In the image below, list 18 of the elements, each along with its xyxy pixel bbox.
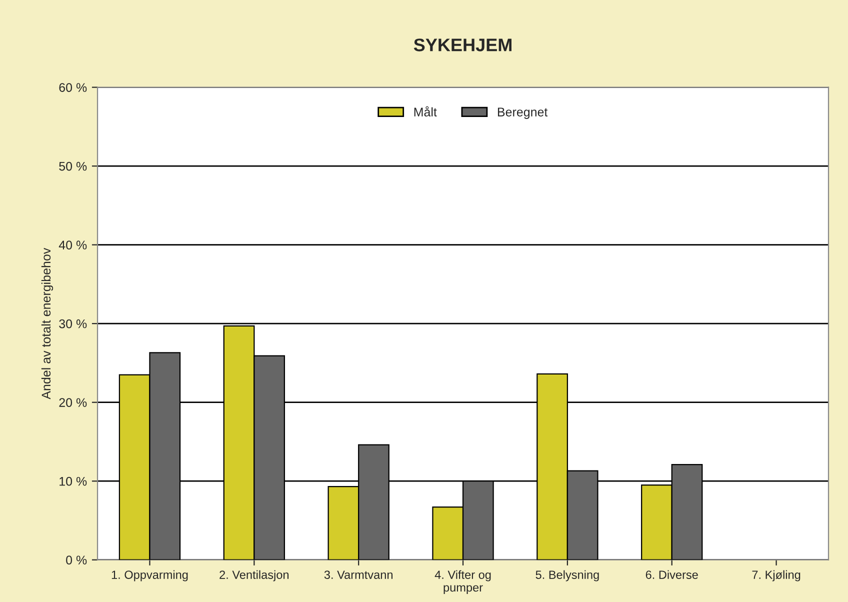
y-tick-label: 30 % (59, 319, 87, 328)
legend-label: Målt (414, 106, 437, 116)
x-tick-label: 6. Diverse (646, 570, 698, 579)
y-tick-label: 0 % (66, 556, 87, 565)
x-tick-label: 1. Oppvarming (112, 570, 188, 582)
y-tick-label: 50 % (59, 162, 87, 171)
chart-title: SYKEHJEM (414, 38, 512, 52)
y-tick-label: 60 % (59, 83, 87, 92)
x-tick-label: 7. Kjøling (752, 570, 800, 582)
y-tick-label: 10 % (60, 476, 87, 486)
x-tick-label: 5. Belysning (536, 570, 599, 582)
y-axis-title: Andel av totalt energibehov (41, 248, 54, 400)
legend-label: Beregnet (498, 108, 548, 119)
x-tick-label: 2. Ventilasjon (220, 570, 289, 582)
y-tick-label: 40 % (58, 240, 87, 250)
x-tick-label: 4. Vifter og pumper (434, 570, 491, 594)
x-tick-label: 3. Varmtvann (324, 570, 392, 579)
y-tick-label: 20 % (59, 398, 87, 407)
